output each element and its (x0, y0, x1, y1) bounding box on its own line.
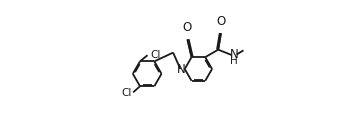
Text: Cl: Cl (150, 50, 160, 59)
Text: O: O (183, 21, 192, 34)
Text: Cl: Cl (122, 88, 132, 98)
Text: H: H (230, 56, 238, 66)
Text: N: N (177, 63, 186, 75)
Text: N: N (230, 48, 239, 61)
Text: O: O (216, 15, 226, 28)
